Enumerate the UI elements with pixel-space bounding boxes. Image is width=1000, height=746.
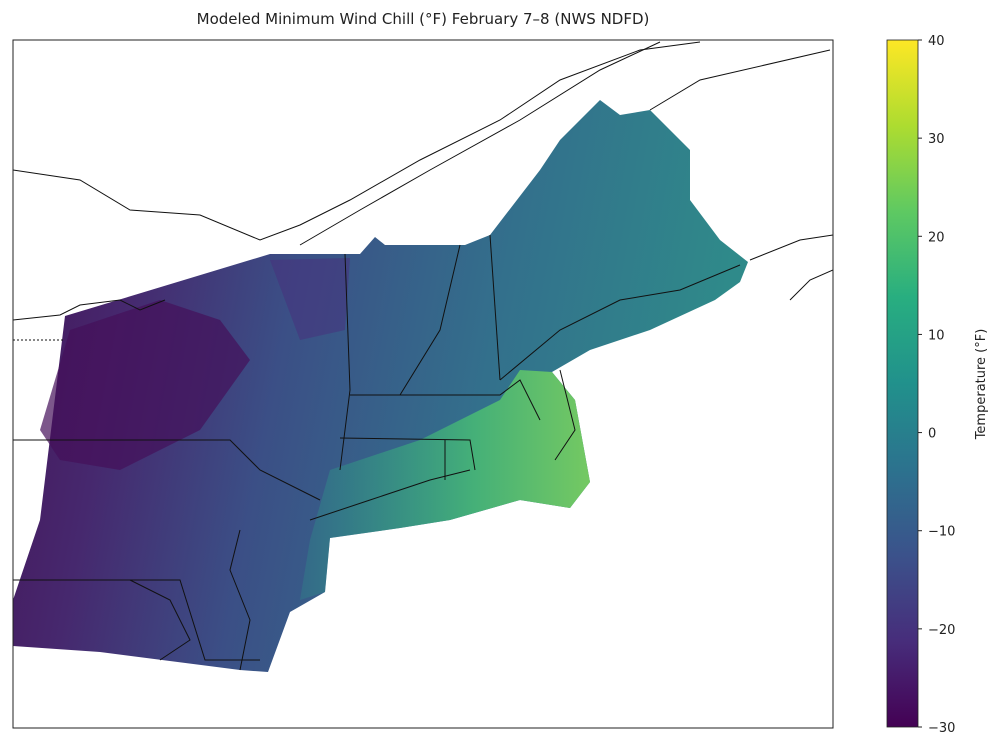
colorbar-tick-label: −20 bbox=[928, 623, 955, 638]
chart-title: Modeled Minimum Wind Chill (°F) February… bbox=[196, 10, 650, 28]
colorbar-tick-label: 40 bbox=[928, 34, 945, 49]
wind-chill-field bbox=[13, 100, 748, 672]
colorbar-tick-label: 10 bbox=[928, 328, 945, 343]
colorbar-tick-label: −10 bbox=[928, 525, 955, 540]
cold-core-adirondack bbox=[270, 258, 350, 340]
colorbar-label: Temperature (°F) bbox=[974, 329, 989, 441]
colorbar-tick-label: 20 bbox=[928, 230, 945, 245]
colorbar-tick-label: 0 bbox=[928, 427, 936, 442]
colorbar-tick-label: 30 bbox=[928, 132, 945, 147]
colorbar-tick-label: −30 bbox=[928, 721, 955, 736]
colorbar: 40 30 20 10 0 −10 −20 −30 Temperature (°F) bbox=[886, 34, 989, 736]
coastal-mild-zone bbox=[300, 370, 590, 600]
boundaries bbox=[13, 41, 833, 671]
map-frame bbox=[12, 39, 834, 729]
map-area bbox=[13, 41, 833, 672]
colorbar-gradient bbox=[886, 39, 919, 728]
cold-core-ny bbox=[40, 300, 250, 470]
